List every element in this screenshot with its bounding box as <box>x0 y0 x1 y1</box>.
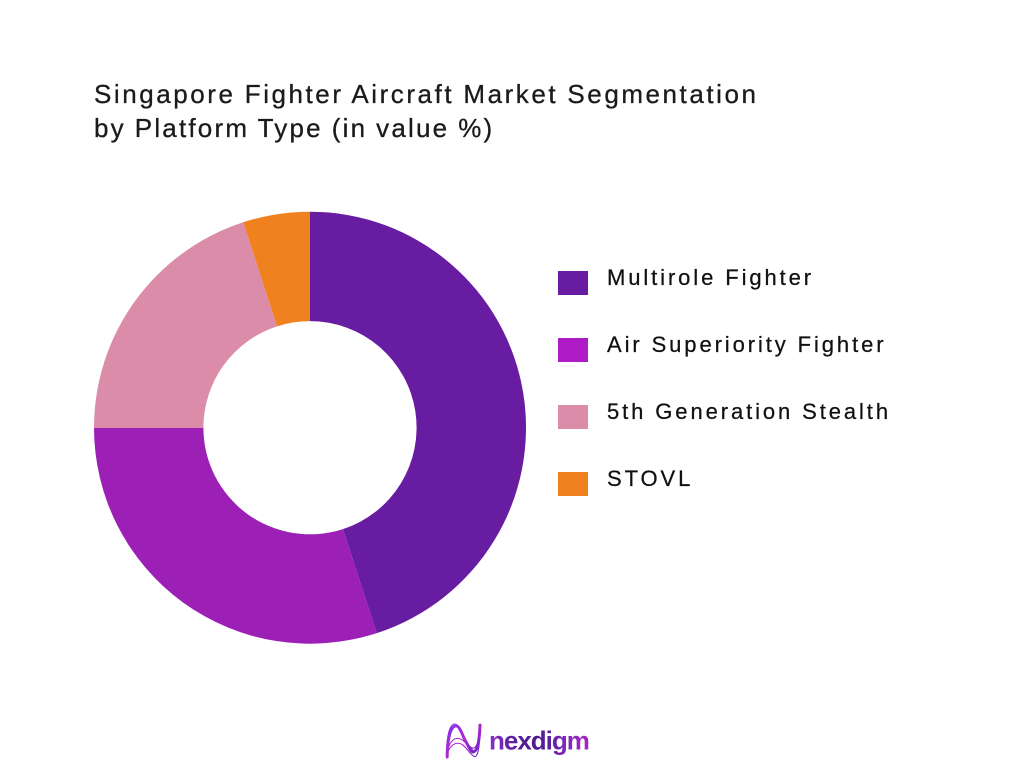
svg-text:nexdigm: nexdigm <box>489 726 589 756</box>
